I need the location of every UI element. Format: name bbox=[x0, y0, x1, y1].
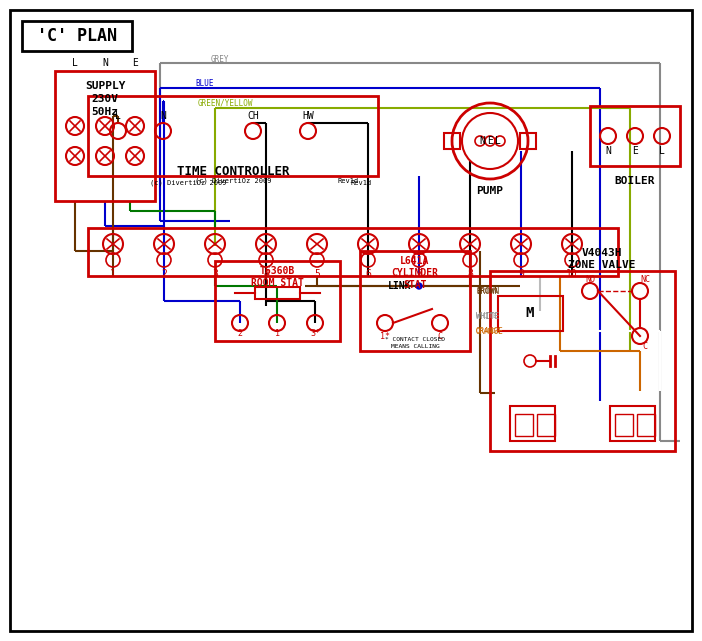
Text: 50Hz: 50Hz bbox=[91, 107, 119, 117]
Text: NO: NO bbox=[585, 274, 595, 283]
Bar bbox=[498, 296, 563, 331]
Text: 2: 2 bbox=[161, 269, 167, 279]
Text: BROWN: BROWN bbox=[476, 288, 497, 294]
Text: BROWN: BROWN bbox=[476, 287, 499, 296]
Text: ORANGE: ORANGE bbox=[476, 328, 501, 334]
Text: E: E bbox=[132, 58, 138, 68]
Text: HW: HW bbox=[302, 111, 314, 121]
Text: 230V: 230V bbox=[91, 94, 119, 104]
Text: V4043H: V4043H bbox=[582, 248, 622, 258]
Bar bbox=[520, 133, 536, 149]
Bar bbox=[215, 261, 340, 341]
Text: E: E bbox=[632, 146, 638, 156]
Text: L: L bbox=[115, 111, 121, 121]
Text: L: L bbox=[72, 58, 78, 68]
Bar bbox=[590, 106, 680, 166]
Text: TIME CONTROLLER: TIME CONTROLLER bbox=[177, 165, 289, 178]
Text: Rev1d: Rev1d bbox=[350, 180, 371, 186]
Bar bbox=[55, 71, 155, 201]
Bar bbox=[22, 21, 132, 51]
Text: 6: 6 bbox=[365, 269, 371, 279]
Bar bbox=[515, 414, 533, 436]
Bar bbox=[537, 414, 555, 436]
Text: 2: 2 bbox=[237, 328, 242, 338]
Bar bbox=[88, 96, 378, 176]
Text: T6360B: T6360B bbox=[259, 266, 295, 276]
Text: Rev1d: Rev1d bbox=[338, 178, 359, 184]
Text: 3: 3 bbox=[212, 269, 218, 279]
Text: L: L bbox=[495, 136, 501, 146]
Text: M: M bbox=[526, 306, 534, 320]
Text: BOILER: BOILER bbox=[615, 176, 655, 186]
Text: 8: 8 bbox=[467, 269, 473, 279]
Text: NC: NC bbox=[640, 274, 650, 283]
Text: ZONE VALVE: ZONE VALVE bbox=[568, 260, 636, 270]
Bar bbox=[255, 287, 300, 299]
Text: 1: 1 bbox=[274, 328, 279, 338]
Text: ROOM STAT: ROOM STAT bbox=[251, 278, 303, 288]
Text: ORANGE: ORANGE bbox=[476, 326, 504, 335]
Text: 3*: 3* bbox=[310, 328, 320, 338]
Text: 9: 9 bbox=[518, 269, 524, 279]
Text: N: N bbox=[160, 111, 166, 121]
Text: GREY: GREY bbox=[211, 54, 230, 63]
Text: WHITE: WHITE bbox=[476, 313, 497, 319]
Text: E: E bbox=[487, 136, 493, 146]
Bar bbox=[637, 414, 655, 436]
Text: * CONTACT CLOSED: * CONTACT CLOSED bbox=[385, 337, 445, 342]
Text: GREEN/YELLOW: GREEN/YELLOW bbox=[197, 99, 253, 108]
Bar bbox=[444, 133, 460, 149]
Text: STAT: STAT bbox=[403, 280, 427, 290]
Text: BLUE: BLUE bbox=[196, 78, 214, 88]
Text: N: N bbox=[479, 136, 485, 146]
Text: WHITE: WHITE bbox=[476, 312, 499, 320]
Text: L: L bbox=[659, 146, 665, 156]
Text: CYLINDER: CYLINDER bbox=[392, 268, 439, 278]
Bar bbox=[360, 251, 470, 351]
Text: N: N bbox=[102, 58, 108, 68]
Bar bbox=[510, 406, 555, 441]
Text: LINK: LINK bbox=[388, 281, 412, 291]
Text: 7: 7 bbox=[416, 269, 422, 279]
Bar bbox=[88, 228, 618, 276]
Text: SUPPLY: SUPPLY bbox=[85, 81, 125, 91]
Text: L641A: L641A bbox=[400, 256, 430, 266]
Text: PUMP: PUMP bbox=[477, 186, 503, 196]
Text: MEANS CALLING: MEANS CALLING bbox=[390, 344, 439, 349]
Text: N: N bbox=[605, 146, 611, 156]
Bar bbox=[490, 271, 675, 451]
Text: C: C bbox=[642, 342, 647, 351]
Bar bbox=[615, 414, 633, 436]
Circle shape bbox=[416, 283, 422, 289]
Text: (c) DivertiOz 2009: (c) DivertiOz 2009 bbox=[150, 179, 227, 187]
Text: 'C' PLAN: 'C' PLAN bbox=[37, 27, 117, 45]
Text: 4: 4 bbox=[263, 269, 269, 279]
Text: CH: CH bbox=[247, 111, 259, 121]
Text: 1: 1 bbox=[110, 269, 116, 279]
Text: 5: 5 bbox=[314, 269, 320, 279]
Text: C: C bbox=[437, 331, 442, 340]
Bar bbox=[610, 406, 655, 441]
Text: 1*: 1* bbox=[380, 331, 390, 340]
Text: (c) DivertiOz 2009: (c) DivertiOz 2009 bbox=[194, 178, 271, 184]
Text: 10: 10 bbox=[566, 269, 578, 279]
